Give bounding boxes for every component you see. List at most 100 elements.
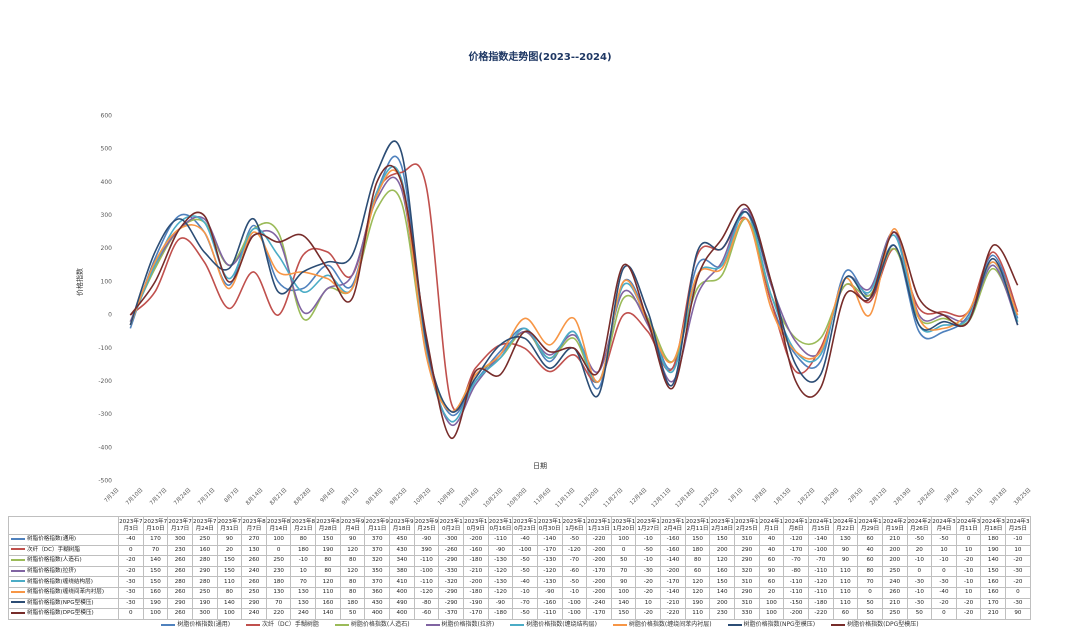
row-label-text: 树脂价格指数(缠绕间苯内衬层) bbox=[27, 589, 105, 596]
table-cell: 80 bbox=[339, 576, 366, 588]
table-cell: 150 bbox=[709, 576, 736, 588]
table-cell: 290 bbox=[734, 586, 760, 599]
legend-key bbox=[11, 580, 25, 583]
table-cell: -20 bbox=[635, 576, 662, 588]
table-cell: 120 bbox=[709, 555, 736, 567]
table-cell: 140 bbox=[216, 597, 243, 610]
table-cell: 300 bbox=[167, 534, 193, 546]
table-cell: 0 bbox=[118, 544, 144, 557]
table-cell: 250 bbox=[191, 586, 218, 599]
table-cell: 20 bbox=[906, 544, 933, 557]
table-cell: 180 bbox=[265, 576, 292, 588]
table-cell: 290 bbox=[167, 597, 193, 610]
table-cell: 0 bbox=[931, 565, 957, 578]
table-cell: 250 bbox=[265, 555, 292, 567]
table-cell: 240 bbox=[241, 608, 267, 620]
table-cell: -110 bbox=[413, 576, 440, 588]
table-cell: -290 bbox=[438, 555, 464, 567]
x-tick-label: 11月13日 bbox=[554, 487, 577, 510]
table-cell: 230 bbox=[167, 544, 193, 557]
table-header-cell: 2023年7月17日 bbox=[167, 516, 193, 535]
table-cell: -160 bbox=[660, 544, 686, 557]
table-header-cell: 2023年11月6日 bbox=[561, 516, 588, 535]
table-cell: 150 bbox=[315, 534, 341, 546]
table-cell: -30 bbox=[118, 586, 144, 599]
table-header-cell: 2023年8月28日 bbox=[315, 516, 341, 535]
table-cell: 370 bbox=[364, 544, 391, 557]
table-row: 树脂价格指数(通用) -40 170 300 250 90 270 100 80 150 90 370… bbox=[8, 534, 1031, 546]
table-cell: -200 bbox=[586, 586, 612, 599]
table-cell: 360 bbox=[364, 586, 391, 599]
legend-item: 树脂价格指数(缠绕结构层) bbox=[510, 621, 597, 628]
table-cell: 60 bbox=[857, 555, 883, 567]
table-cell: 110 bbox=[684, 608, 711, 620]
legend-key bbox=[831, 623, 846, 626]
table-cell: 80 bbox=[684, 555, 711, 567]
table-cell: 0 bbox=[906, 565, 933, 578]
series-line bbox=[129, 189, 1019, 413]
table-cell: -100 bbox=[561, 597, 588, 610]
table-header-cell: 2023年7月10日 bbox=[142, 516, 169, 535]
table-cell: -130 bbox=[487, 576, 514, 588]
table-cell: 150 bbox=[142, 565, 169, 578]
x-tick-label: 10月23日 bbox=[482, 487, 505, 510]
y-tick-label: -100 bbox=[98, 345, 112, 352]
table-cell: 10 bbox=[290, 565, 317, 578]
table-cell: -300 bbox=[438, 534, 464, 546]
y-tick-label: -500 bbox=[98, 478, 112, 485]
table-header-cell: 2024年3月25日 bbox=[1005, 516, 1031, 535]
table-cell: 90 bbox=[758, 565, 785, 578]
table-row-label: 树脂价格指数(通用) bbox=[8, 534, 119, 546]
series-line bbox=[129, 164, 1019, 439]
table-cell: 190 bbox=[142, 597, 169, 610]
table-cell: -10 bbox=[1005, 534, 1031, 546]
table-cell: 0 bbox=[1005, 586, 1031, 599]
legend-key bbox=[425, 623, 440, 626]
table-cell: -50 bbox=[931, 534, 957, 546]
table-cell: -130 bbox=[487, 555, 514, 567]
table-cell: 160 bbox=[142, 586, 169, 599]
table-cell: -50 bbox=[512, 555, 538, 567]
table-cell: -140 bbox=[660, 586, 686, 599]
series-line bbox=[129, 176, 1019, 426]
table-cell: 40 bbox=[857, 544, 883, 557]
table-cell: -170 bbox=[783, 544, 809, 557]
table-cell: 90 bbox=[1005, 608, 1031, 620]
table-header-cell: 2023年9月25日 bbox=[413, 516, 440, 535]
table-cell: -40 bbox=[512, 576, 538, 588]
table-cell: 110 bbox=[315, 586, 341, 599]
table-header-cell: 2023年10月9日 bbox=[462, 516, 489, 535]
table-cell: -70 bbox=[561, 555, 588, 567]
y-tick-label: -400 bbox=[98, 444, 112, 451]
table-cell: -20 bbox=[931, 597, 957, 610]
table-cell: 220 bbox=[265, 608, 292, 620]
table-cell: -120 bbox=[487, 565, 514, 578]
table-cell: -100 bbox=[512, 544, 538, 557]
x-tick-label: 1月8日 bbox=[751, 487, 769, 505]
table-cell: 190 bbox=[980, 544, 1007, 557]
table-cell: -50 bbox=[561, 576, 588, 588]
table-cell: -160 bbox=[462, 544, 489, 557]
x-tick-label: 1月22日 bbox=[796, 487, 816, 507]
table-cell: -330 bbox=[438, 565, 464, 578]
table-row-label: 树脂价格指数(缠绕结构层) bbox=[8, 576, 119, 588]
chart: 价格指数走势图(2023--2024) 日期 价格指数 -500 -400 -300… bbox=[75, 50, 1032, 510]
table-cell: -100 bbox=[807, 544, 834, 557]
table-cell: -110 bbox=[783, 576, 809, 588]
table-cell: -20 bbox=[118, 565, 144, 578]
table-cell: 230 bbox=[265, 565, 292, 578]
table-row: 树脂价格指数(缠绕结构层) -30 150 280 280 110 260 180 70 120 8… bbox=[8, 576, 1031, 588]
x-tick-label: 8月28日 bbox=[292, 487, 312, 507]
table-cell: 160 bbox=[709, 565, 736, 578]
table-cell: -20 bbox=[1005, 576, 1031, 588]
table-cell: 70 bbox=[265, 597, 292, 610]
table-cell: 400 bbox=[389, 586, 415, 599]
table-corner bbox=[8, 516, 119, 535]
table-cell: 320 bbox=[364, 555, 391, 567]
table-cell: 120 bbox=[684, 586, 711, 599]
table-cell: 0 bbox=[931, 608, 957, 620]
table-cell: -150 bbox=[783, 597, 809, 610]
legend-key bbox=[11, 558, 25, 561]
table-header-cell: 2024年2月26日 bbox=[906, 516, 933, 535]
